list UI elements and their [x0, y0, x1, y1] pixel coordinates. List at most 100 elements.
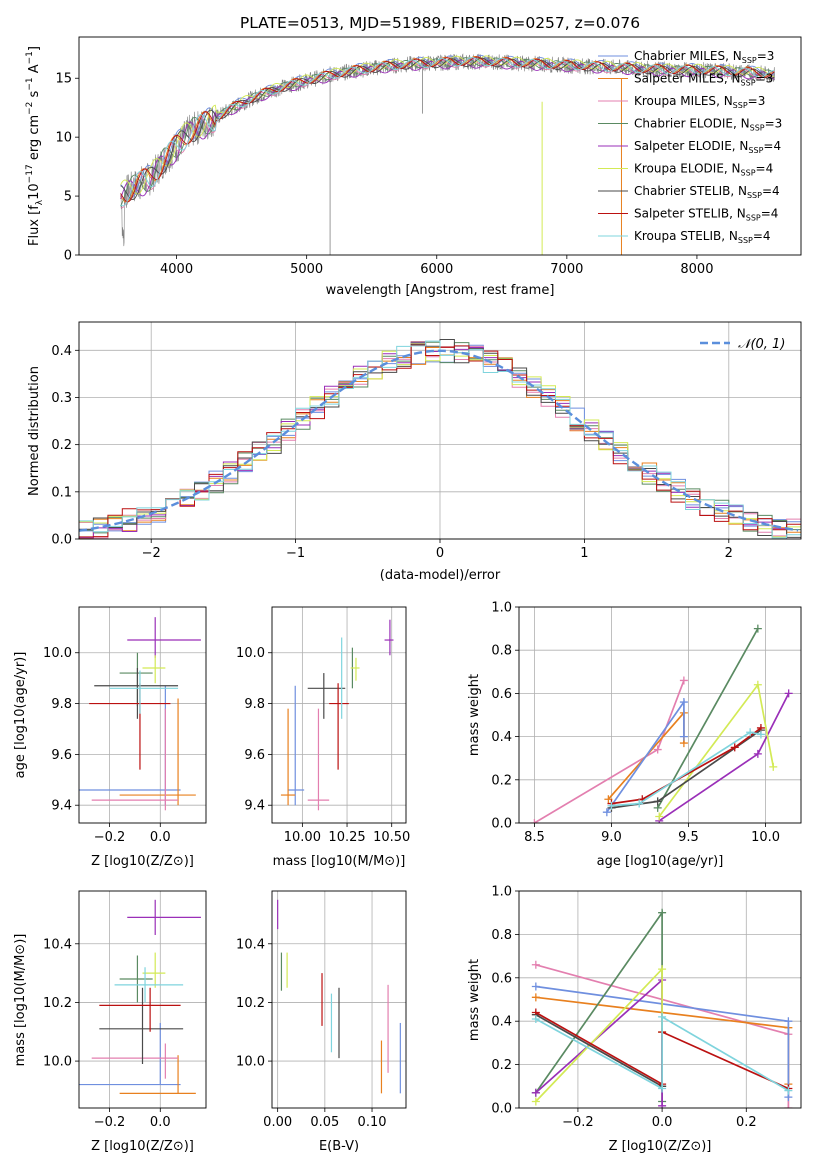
x-tick-label: 0.10 — [358, 1115, 387, 1130]
series-marker — [531, 1097, 540, 1106]
legend-model: Chabrier STELIB — [634, 184, 730, 198]
x-tick-label: 0 — [436, 546, 444, 561]
legend-model: Chabrier ELODIE — [634, 117, 733, 131]
mass-vs-ebv-panel: 0.00 0.05 0.10 10.0 10.2 10.4 E(B-V) — [236, 890, 407, 1154]
x-tick-label: 9.0 — [601, 830, 622, 845]
y-tick-label: 0.8 — [491, 644, 512, 659]
y-axis-label: mass [log10(M/M⊙)] — [13, 934, 28, 1067]
y-tick-label: 10.0 — [43, 1055, 72, 1070]
legend-model: Kroupa STELIB — [634, 229, 721, 243]
legend-nssp: 3 — [767, 49, 775, 63]
y-tick-label: 9.6 — [244, 748, 265, 763]
series-marker — [653, 745, 662, 754]
x-tick-label: 0.00 — [263, 1115, 292, 1130]
x-tick-label: −2 — [142, 546, 161, 561]
series-line — [535, 1013, 663, 1088]
x-tick-label: 2 — [725, 546, 733, 561]
x-tick-label: −0.2 — [94, 830, 126, 845]
series-marker — [746, 728, 755, 737]
x-tick-label: 10.25 — [328, 830, 365, 845]
y-tick-label: 9.6 — [51, 748, 72, 763]
series-marker — [784, 689, 793, 698]
y-tick-label: 10.2 — [236, 996, 265, 1011]
series-marker — [530, 819, 539, 823]
y-tick-label: 0.4 — [51, 344, 72, 359]
series-line — [611, 731, 762, 807]
spectrum-panel: 4000 5000 6000 7000 8000 0 5 10 15 Chabrier MILES… — [25, 14, 802, 298]
series-marker — [784, 1017, 793, 1026]
y-tick-label: 10.0 — [43, 646, 72, 661]
legend-entry: Kroupa MILES, NSSP=3 — [634, 94, 765, 110]
x-tick-label: −1 — [286, 546, 305, 561]
plot-area — [280, 619, 394, 811]
legend-model: Salpeter STELIB — [634, 207, 729, 221]
normal-curve — [79, 349, 799, 532]
series-line — [535, 1015, 789, 1092]
legend-entry: Chabrier STELIB, NSSP=4 — [634, 184, 780, 200]
series-marker — [658, 1101, 667, 1108]
y-tick-label: 1.0 — [491, 885, 512, 900]
legend-model: Kroupa ELODIE — [634, 162, 724, 176]
histogram-line — [79, 340, 801, 539]
plot-area — [79, 339, 801, 539]
series-marker — [753, 624, 762, 633]
legend-model: Salpeter MILES — [634, 72, 724, 86]
x-tick-label: 5000 — [290, 262, 323, 277]
histogram-line — [79, 341, 801, 534]
y-tick-label: 0.6 — [491, 971, 512, 986]
series-marker — [756, 730, 765, 739]
series-marker — [784, 1086, 793, 1095]
legend-model: Salpeter ELODIE — [634, 139, 732, 153]
series-marker — [753, 749, 762, 758]
y-tick-label: 0.0 — [491, 817, 512, 832]
y-tick-label: 0.4 — [491, 1015, 512, 1030]
x-tick-label: 0.05 — [310, 1115, 339, 1130]
plot-area — [120, 53, 775, 255]
x-tick-label: 8000 — [680, 262, 713, 277]
spectrum-legend: Chabrier MILES, NSSP=3 Salpeter MILES, NS… — [598, 49, 782, 245]
x-tick-label: 1 — [580, 546, 588, 561]
legend-entry: Chabrier MILES, NSSP=3 — [634, 49, 774, 65]
y-tick-label: 10.4 — [236, 937, 265, 952]
x-tick-label: 10.00 — [284, 830, 321, 845]
plot-area — [530, 624, 793, 823]
y-tick-label: 0.0 — [51, 533, 72, 548]
model-line-salpeter-stelib — [120, 56, 775, 203]
legend-entry: Salpeter MILES, NSSP=3 — [634, 72, 773, 88]
axes-frame — [518, 890, 802, 1109]
series-marker — [730, 743, 739, 752]
legend-nssp: 4 — [773, 139, 781, 153]
y-tick-label: 0.2 — [491, 773, 512, 788]
series-marker — [635, 799, 644, 808]
y-tick-label: 5 — [64, 190, 72, 205]
legend-model: Chabrier MILES — [634, 49, 725, 63]
series-marker — [658, 1084, 667, 1093]
series-marker — [531, 1088, 540, 1097]
legend-model: Kroupa MILES — [634, 94, 716, 108]
series-marker — [653, 797, 662, 806]
series-marker — [531, 982, 540, 991]
x-tick-label: 8.5 — [524, 830, 545, 845]
y-tick-label: 10.4 — [43, 937, 72, 952]
series-line — [656, 628, 759, 809]
legend-entry: Salpeter ELODIE, NSSP=4 — [634, 139, 781, 155]
x-tick-label: 10.0 — [751, 830, 780, 845]
y-axis-label: Flux [fλ10−17 erg cm−2 s−1 A−1] — [25, 46, 45, 246]
series-marker — [658, 908, 667, 917]
axes-frame — [78, 890, 207, 1109]
x-tick-label: 0.0 — [652, 1115, 673, 1130]
y-tick-label: 0.4 — [491, 730, 512, 745]
legend-nssp: 4 — [763, 229, 771, 243]
axes-frame — [518, 606, 802, 824]
plot-area — [277, 899, 401, 1094]
chart-title: PLATE=0513, MJD=51989, FIBERID=0257, z=0… — [240, 14, 640, 32]
y-tick-label: 0.0 — [491, 1102, 512, 1117]
y-tick-label: 0.3 — [51, 391, 72, 406]
series-marker — [679, 698, 688, 707]
series-line — [611, 727, 762, 805]
y-axis-label: Normed distribution — [27, 366, 42, 496]
axes-frame — [271, 606, 407, 824]
series-marker — [679, 732, 688, 741]
legend-nssp: 4 — [766, 162, 774, 176]
